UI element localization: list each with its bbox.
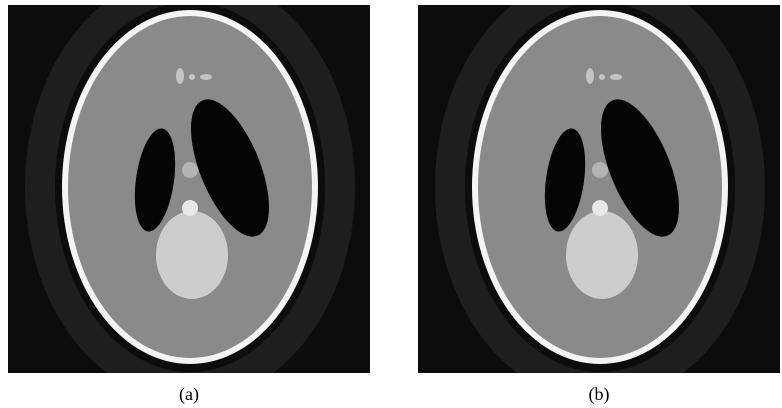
figure: (a) (b) [0,0,782,408]
large-blob [156,211,228,299]
caption: (a) [8,384,370,405]
small-dot [189,74,195,80]
caption: (b) [418,384,780,405]
small-circle [182,200,198,216]
phantom-image [418,5,780,373]
small-circle [592,162,608,178]
brain [478,16,722,358]
small-ellipse [176,68,184,84]
small-ellipse [200,74,212,80]
small-ellipse [610,74,622,80]
small-ellipse [586,68,594,84]
small-dot [599,74,605,80]
small-circle [182,162,198,178]
large-blob [566,211,638,299]
small-circle [592,200,608,216]
brain [68,16,312,358]
phantom-image [8,5,370,373]
